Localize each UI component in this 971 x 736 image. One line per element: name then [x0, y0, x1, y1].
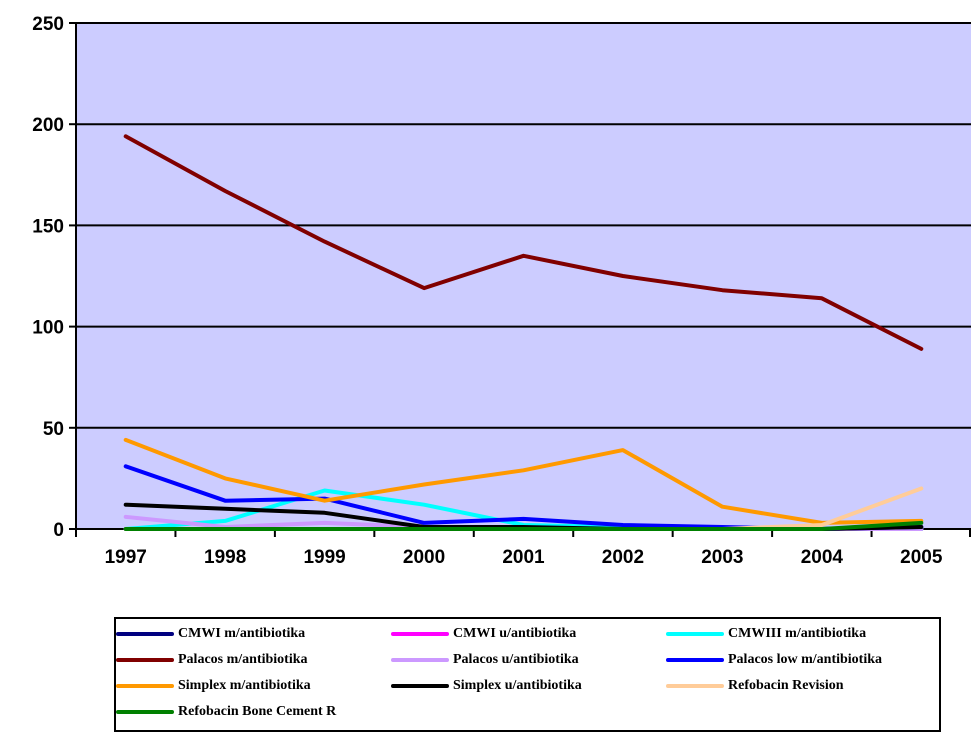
gridlines	[76, 22, 971, 429]
legend-swatch	[666, 658, 724, 662]
x-tick-label: 2004	[801, 547, 844, 568]
y-tick-label: 50	[43, 419, 64, 440]
legend-item: Simplex u/antibiotika	[391, 676, 582, 696]
legend-swatch	[116, 684, 174, 688]
legend-swatch	[391, 658, 449, 662]
y-tick-label: 100	[32, 318, 64, 339]
x-tick-label: 2001	[502, 547, 545, 568]
y-tick-label: 250	[32, 14, 64, 35]
legend-label: CMWI u/antibiotika	[453, 626, 577, 641]
legend-item: CMWI m/antibiotika	[116, 624, 305, 644]
series-line-3	[123, 134, 924, 351]
y-tick-label: 0	[53, 520, 64, 541]
legend-item: CMWI u/antibiotika	[391, 624, 576, 644]
legend-label: Palacos m/antibiotika	[178, 652, 308, 667]
legend-label: Palacos low m/antibiotika	[728, 652, 883, 667]
series-line-6	[123, 437, 924, 525]
x-tick-label: 2005	[900, 547, 943, 568]
legend-item: Palacos low m/antibiotika	[666, 650, 882, 670]
legend-swatch	[391, 632, 449, 636]
legend-swatch	[116, 658, 174, 662]
legend-swatch	[391, 684, 449, 688]
legend-item: CMWIII m/antibiotika	[666, 624, 866, 644]
legend-swatch	[666, 632, 724, 636]
legend-item: Refobacin Bone Cement R	[116, 702, 336, 722]
x-tick-label: 1997	[105, 547, 147, 568]
legend-item: Palacos u/antibiotika	[391, 650, 579, 670]
y-tick-labels: 0 50 100 150 200 250	[32, 14, 64, 541]
x-tick-label: 1998	[204, 547, 246, 568]
legend-item: Palacos m/antibiotika	[116, 650, 308, 670]
x-tick-label: 2000	[403, 547, 445, 568]
y-tick-label: 200	[32, 115, 64, 136]
legend-label: Refobacin Revision	[728, 678, 844, 693]
x-tick-label: 2002	[602, 547, 644, 568]
legend-swatch	[116, 710, 174, 714]
x-tick-label: 2003	[701, 547, 743, 568]
x-tick-label: 1999	[303, 547, 345, 568]
series-line-9	[123, 520, 924, 531]
legend-label: CMWIII m/antibiotika	[728, 626, 867, 641]
legend-label: Refobacin Bone Cement R	[178, 704, 337, 719]
legend-item: Refobacin Revision	[666, 676, 844, 696]
legend-label: Simplex m/antibiotika	[178, 678, 311, 693]
legend-swatch	[116, 632, 174, 636]
legend-swatch	[666, 684, 724, 688]
plot-area	[76, 23, 971, 529]
series-lines	[123, 134, 924, 531]
legend-item: Simplex m/antibiotika	[116, 676, 311, 696]
line-chart: 0 50 100 150 200 250 1997 1998 1999 2000 2001 2002…	[32, 14, 971, 568]
legend: CMWI m/antibiotika CMWI u/antibiotika CMWI…	[114, 617, 941, 732]
x-tick-labels: 1997 1998 1999 2000 2001 2002 2003 2004 2005	[105, 547, 943, 568]
legend-label: CMWI m/antibiotika	[178, 626, 306, 641]
y-tick-label: 150	[32, 216, 64, 237]
legend-label: Simplex u/antibiotika	[453, 678, 582, 693]
legend-label: Palacos u/antibiotika	[453, 652, 579, 667]
